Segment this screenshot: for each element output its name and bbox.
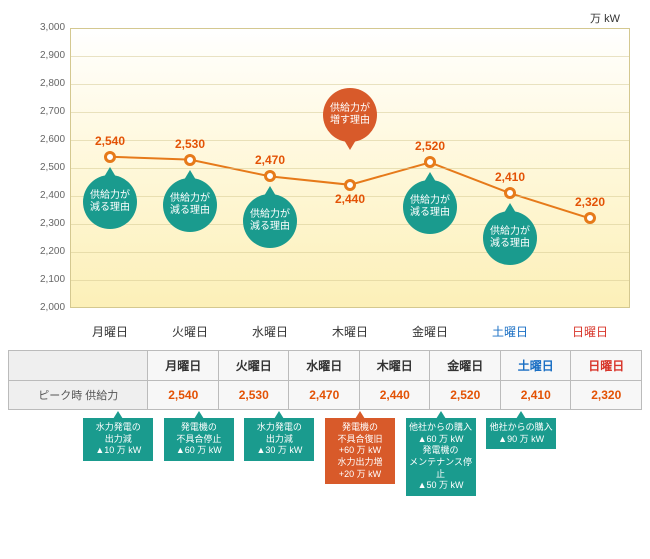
data-label: 2,410: [495, 170, 525, 184]
y-tick: 2,600: [40, 135, 65, 145]
reason-box: 発電機の不具合停止▲60 万 kW: [164, 418, 234, 461]
x-tick: 木曜日: [332, 323, 368, 340]
reason-bubble: 供給力が増す理由: [323, 88, 377, 142]
data-table: 月曜日火曜日水曜日木曜日金曜日土曜日日曜日 ピーク時 供給力2,5402,530…: [8, 350, 642, 410]
table-cell: 2,520: [430, 381, 501, 410]
gridline: [70, 224, 630, 225]
x-tick: 月曜日: [92, 323, 128, 340]
reason-box: 発電機の不具合復旧+60 万 kW水力出力増+20 万 kW: [325, 418, 395, 484]
reason-bubble: 供給力が減る理由: [163, 178, 217, 232]
y-tick: 2,900: [40, 51, 65, 61]
data-point: [344, 179, 356, 191]
reason-bubble: 供給力が減る理由: [483, 211, 537, 265]
table-cell: 2,320: [571, 381, 642, 410]
gridline: [70, 168, 630, 169]
y-tick: 3,000: [40, 23, 65, 33]
col-header: 金曜日: [430, 351, 501, 381]
reason-box: 水力発電の出力減▲10 万 kW: [83, 418, 153, 461]
y-tick: 2,500: [40, 163, 65, 173]
data-point: [584, 212, 596, 224]
data-label: 2,470: [255, 154, 285, 168]
table-corner: [9, 351, 148, 381]
reason-box: 他社からの購入▲60 万 kW発電機のメンテナンス停止▲50 万 kW: [406, 418, 476, 496]
x-tick: 土曜日: [492, 323, 528, 340]
data-label: 2,540: [95, 134, 125, 148]
data-label: 2,440: [335, 192, 365, 206]
reason-box: 水力発電の出力減▲30 万 kW: [244, 418, 314, 461]
y-tick: 2,100: [40, 275, 65, 285]
reason-bubble: 供給力が減る理由: [243, 194, 297, 248]
x-tick: 金曜日: [412, 323, 448, 340]
table-cell: 2,440: [359, 381, 430, 410]
x-tick: 水曜日: [252, 323, 288, 340]
table-cell: 2,410: [500, 381, 571, 410]
data-label: 2,320: [575, 196, 605, 210]
col-header: 水曜日: [289, 351, 360, 381]
col-header: 木曜日: [359, 351, 430, 381]
data-point: [184, 154, 196, 166]
y-tick: 2,200: [40, 247, 65, 257]
y-tick: 2,000: [40, 303, 65, 313]
data-point: [504, 187, 516, 199]
gridline: [70, 56, 630, 57]
unit-label: 万 kW: [590, 10, 620, 26]
x-tick: 火曜日: [172, 323, 208, 340]
row-header: ピーク時 供給力: [9, 381, 148, 410]
data-point: [104, 151, 116, 163]
data-label: 2,520: [415, 140, 445, 154]
reason-bubble: 供給力が減る理由: [83, 175, 137, 229]
col-header: 月曜日: [148, 351, 219, 381]
table-cell: 2,540: [148, 381, 219, 410]
gridline: [70, 252, 630, 253]
y-tick: 2,700: [40, 107, 65, 117]
reason-box: 他社からの購入▲90 万 kW: [486, 418, 556, 449]
data-label: 2,530: [175, 137, 205, 151]
col-header: 火曜日: [218, 351, 289, 381]
x-tick: 日曜日: [572, 323, 608, 340]
y-tick: 2,400: [40, 191, 65, 201]
table-cell: 2,470: [289, 381, 360, 410]
col-header: 土曜日: [500, 351, 571, 381]
reason-bubble: 供給力が減る理由: [403, 180, 457, 234]
table-cell: 2,530: [218, 381, 289, 410]
gridline: [70, 280, 630, 281]
y-tick: 2,300: [40, 219, 65, 229]
y-tick: 2,800: [40, 79, 65, 89]
gridline: [70, 84, 630, 85]
data-point: [264, 170, 276, 182]
data-point: [424, 156, 436, 168]
col-header: 日曜日: [571, 351, 642, 381]
chart-area: 万 kW 2,000 2,100 2,200 2,300 2,400 2,500 2,600…: [40, 10, 630, 340]
